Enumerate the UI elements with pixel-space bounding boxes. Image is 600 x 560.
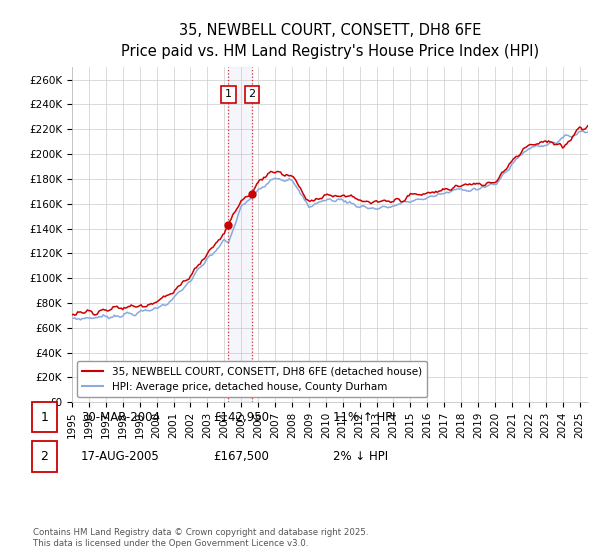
Text: 2: 2 (248, 90, 256, 100)
Text: Contains HM Land Registry data © Crown copyright and database right 2025.
This d: Contains HM Land Registry data © Crown c… (33, 528, 368, 548)
Text: 30-MAR-2004: 30-MAR-2004 (81, 410, 160, 424)
Text: £142,950: £142,950 (213, 410, 269, 424)
Text: 2: 2 (40, 450, 49, 463)
Text: 11% ↑ HPI: 11% ↑ HPI (333, 410, 395, 424)
Bar (229, 67, 252, 402)
Legend: 35, NEWBELL COURT, CONSETT, DH8 6FE (detached house), HPI: Average price, detach: 35, NEWBELL COURT, CONSETT, DH8 6FE (det… (77, 361, 427, 397)
Text: 2% ↓ HPI: 2% ↓ HPI (333, 450, 388, 463)
Title: 35, NEWBELL COURT, CONSETT, DH8 6FE
Price paid vs. HM Land Registry's House Pric: 35, NEWBELL COURT, CONSETT, DH8 6FE Pric… (121, 23, 539, 59)
Text: £167,500: £167,500 (213, 450, 269, 463)
Text: 1: 1 (40, 410, 49, 424)
Text: 17-AUG-2005: 17-AUG-2005 (81, 450, 160, 463)
Text: 1: 1 (225, 90, 232, 100)
